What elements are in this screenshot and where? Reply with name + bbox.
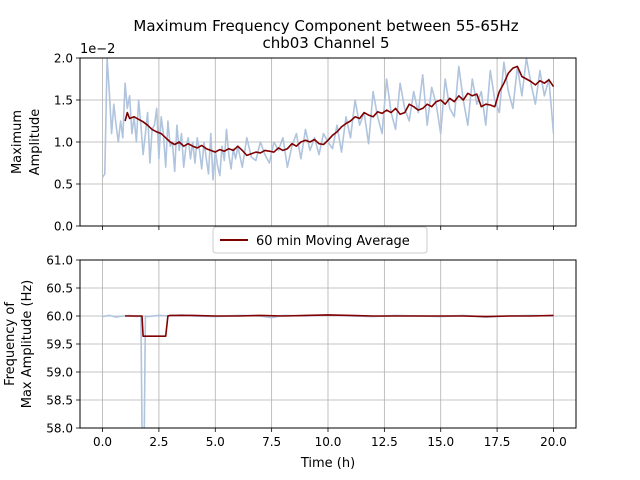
frequency-moving-average-line — [125, 314, 554, 338]
legend-label: 60 min Moving Average — [256, 234, 410, 249]
frequency-xtick-label: 2.5 — [149, 435, 168, 449]
amplitude-ylabel-line1: Maximum — [10, 110, 25, 174]
frequency-xtick-label: 12.5 — [371, 435, 398, 449]
chart-title-line1: Maximum Frequency Component between 55-6… — [133, 17, 518, 35]
frequency-ytick-label: 60.5 — [46, 282, 73, 296]
amplitude-moving-average-line — [124, 65, 555, 157]
frequency-ytick-label: 60.0 — [46, 310, 73, 324]
amplitude-panel: 0.0 0.5 1.0 1.5 2.0 1e−2 Maximum Amplitude — [10, 42, 577, 234]
frequency-xtick-label: 17.5 — [484, 435, 511, 449]
frequency-ylabel-line1: Frequency of — [3, 302, 18, 386]
amplitude-ytick-label: 0.5 — [54, 178, 73, 192]
frequency-xtick-label: 15.0 — [427, 435, 454, 449]
amplitude-ytick-label: 1.5 — [54, 94, 73, 108]
frequency-panel: 0.0 2.5 5.0 7.5 10.0 12.5 15.0 17.5 20.0 58.0 58.5… — [3, 254, 577, 471]
amplitude-ytick-label: 2.0 — [54, 52, 73, 66]
frequency-xtick-label: 7.5 — [262, 435, 281, 449]
frequency-ytick-label: 58.0 — [46, 422, 73, 436]
chart-title-line2: chb03 Channel 5 — [262, 34, 389, 52]
frequency-series — [102, 314, 554, 428]
amplitude-offset-text: 1e−2 — [80, 42, 115, 57]
frequency-xtick-label: 0.0 — [93, 435, 112, 449]
amplitude-ytick-label: 0.0 — [54, 220, 73, 234]
amplitude-series — [101, 58, 555, 181]
amplitude-ylabel-line2: Amplitude — [28, 109, 43, 176]
legend: 60 min Moving Average — [212, 226, 428, 254]
frequency-ytick-label: 59.0 — [46, 366, 73, 380]
frequency-xtick-label: 20.0 — [540, 435, 567, 449]
frequency-xtick-label: 5.0 — [206, 435, 225, 449]
frequency-xtick-label: 10.0 — [315, 435, 342, 449]
amplitude-ytick-label: 1.0 — [54, 136, 73, 150]
frequency-ytick-label: 58.5 — [46, 394, 73, 408]
frequency-ytick-label: 59.5 — [46, 338, 73, 352]
frequency-ytick-label: 61.0 — [46, 254, 73, 268]
legend-box — [212, 226, 428, 254]
frequency-xlabel: Time (h) — [300, 456, 355, 471]
frequency-ylabel-line2: Max Amplitude (Hz) — [20, 280, 35, 409]
frequency-ticks: 0.0 2.5 5.0 7.5 10.0 12.5 15.0 17.5 20.0 58.0 58.5… — [46, 254, 567, 450]
